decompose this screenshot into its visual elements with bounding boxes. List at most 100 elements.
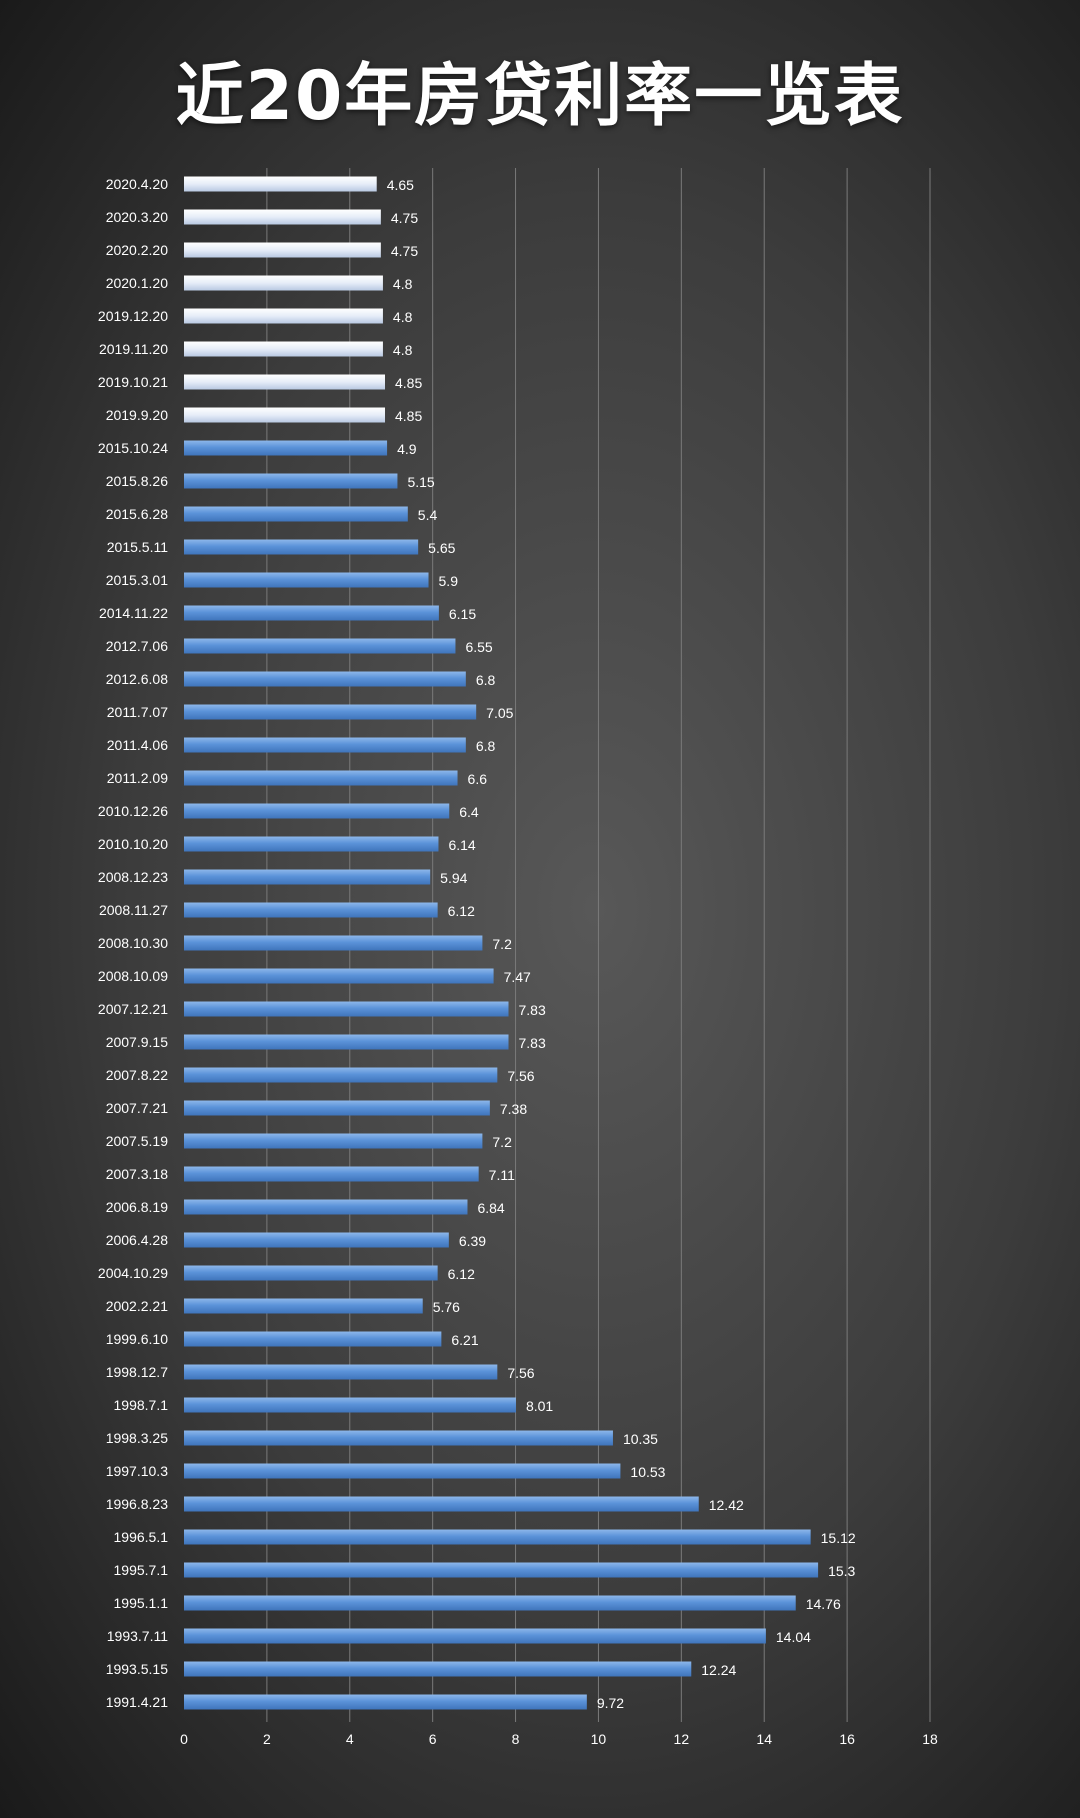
category-label: 2015.5.11	[107, 539, 168, 555]
chart-title: 近20年房贷利率一览表	[175, 57, 905, 136]
bar	[184, 605, 439, 621]
category-label: 2019.10.21	[98, 374, 168, 390]
bar	[184, 737, 466, 753]
bar	[184, 1496, 699, 1512]
bar	[184, 968, 494, 984]
bar	[184, 242, 381, 258]
value-label: 6.6	[468, 771, 488, 787]
value-label: 6.55	[465, 639, 492, 655]
value-label: 7.05	[486, 705, 513, 721]
value-label: 4.8	[393, 309, 413, 325]
bar	[184, 902, 438, 918]
bar	[184, 572, 429, 588]
bars	[184, 176, 819, 1710]
value-label: 6.14	[448, 837, 475, 853]
bar	[184, 770, 458, 786]
value-label: 8.01	[526, 1398, 553, 1414]
category-label: 1993.7.11	[107, 1628, 168, 1644]
bar	[184, 176, 377, 192]
bar	[184, 1628, 766, 1644]
bar	[184, 1430, 613, 1446]
bar	[184, 1661, 692, 1677]
bar	[184, 1232, 449, 1248]
value-label: 5.94	[440, 870, 467, 886]
bar	[184, 935, 483, 951]
category-label: 2019.11.20	[99, 341, 168, 357]
category-label: 1999.6.10	[106, 1331, 168, 1347]
value-label: 10.35	[623, 1431, 658, 1447]
category-label: 2008.10.30	[98, 935, 168, 951]
category-label: 2007.12.21	[98, 1001, 168, 1017]
value-label: 5.65	[428, 540, 455, 556]
category-label: 2008.11.27	[99, 902, 168, 918]
bar	[184, 1001, 509, 1017]
category-label: 1996.5.1	[114, 1529, 169, 1545]
category-label: 2004.10.29	[98, 1265, 168, 1281]
category-label: 2007.7.21	[106, 1100, 168, 1116]
labels: 0 2 4 6 8 10 12 14 16 18 2020.4.20 4.65 2020.3.20 4.7…	[98, 176, 938, 1747]
bar	[184, 1265, 438, 1281]
bar	[184, 1364, 498, 1380]
value-label: 6.39	[459, 1233, 486, 1249]
bar	[184, 638, 456, 654]
bar	[184, 506, 408, 522]
category-label: 1993.5.15	[106, 1661, 168, 1677]
category-label: 2020.4.20	[106, 176, 168, 192]
bar	[184, 1562, 819, 1578]
bar	[184, 440, 388, 456]
x-tick-label: 6	[429, 1731, 437, 1747]
value-label: 9.72	[597, 1695, 624, 1711]
value-label: 7.2	[492, 1134, 512, 1150]
category-label: 2011.2.09	[107, 770, 168, 786]
value-label: 15.12	[821, 1530, 856, 1546]
bar	[184, 671, 466, 687]
bar	[184, 803, 450, 819]
bar	[184, 275, 383, 291]
category-label: 2011.7.07	[107, 704, 168, 720]
value-label: 4.85	[395, 408, 422, 424]
category-label: 2019.12.20	[98, 308, 168, 324]
category-label: 1998.12.7	[106, 1364, 168, 1380]
x-tick-label: 8	[512, 1731, 520, 1747]
value-label: 10.53	[630, 1464, 665, 1480]
bar	[184, 209, 381, 225]
bar	[184, 1067, 498, 1083]
category-label: 2020.3.20	[106, 209, 168, 225]
category-label: 1998.7.1	[114, 1397, 169, 1413]
value-label: 5.76	[433, 1299, 460, 1315]
category-label: 2019.9.20	[106, 407, 168, 423]
bar	[184, 1694, 587, 1710]
bar	[184, 1034, 509, 1050]
category-label: 2014.11.22	[99, 605, 168, 621]
bar	[184, 1100, 490, 1116]
bar	[184, 407, 386, 423]
value-label: 6.12	[448, 903, 475, 919]
value-label: 4.8	[393, 342, 413, 358]
value-label: 4.75	[391, 243, 418, 259]
value-label: 7.83	[519, 1035, 546, 1051]
bar	[184, 1397, 516, 1413]
value-label: 4.8	[393, 276, 413, 292]
bar	[184, 1463, 621, 1479]
value-label: 7.2	[492, 936, 512, 952]
category-label: 2006.8.19	[106, 1199, 168, 1215]
category-label: 2007.8.22	[106, 1067, 168, 1083]
category-label: 1997.10.3	[106, 1463, 168, 1479]
value-label: 14.76	[806, 1596, 841, 1612]
value-label: 4.85	[395, 375, 422, 391]
category-label: 2012.6.08	[106, 671, 168, 687]
value-label: 7.83	[519, 1002, 546, 1018]
value-label: 5.9	[439, 573, 459, 589]
category-label: 2007.9.15	[106, 1034, 168, 1050]
category-label: 2006.4.28	[106, 1232, 168, 1248]
value-label: 4.65	[387, 177, 414, 193]
x-tick-label: 12	[674, 1731, 690, 1747]
x-tick-label: 2	[263, 1731, 271, 1747]
value-label: 15.3	[828, 1563, 855, 1579]
category-label: 1995.1.1	[114, 1595, 169, 1611]
bar	[184, 539, 419, 555]
value-label: 14.04	[776, 1629, 811, 1645]
value-label: 7.47	[504, 969, 531, 985]
bar	[184, 1133, 483, 1149]
value-label: 6.4	[459, 804, 479, 820]
